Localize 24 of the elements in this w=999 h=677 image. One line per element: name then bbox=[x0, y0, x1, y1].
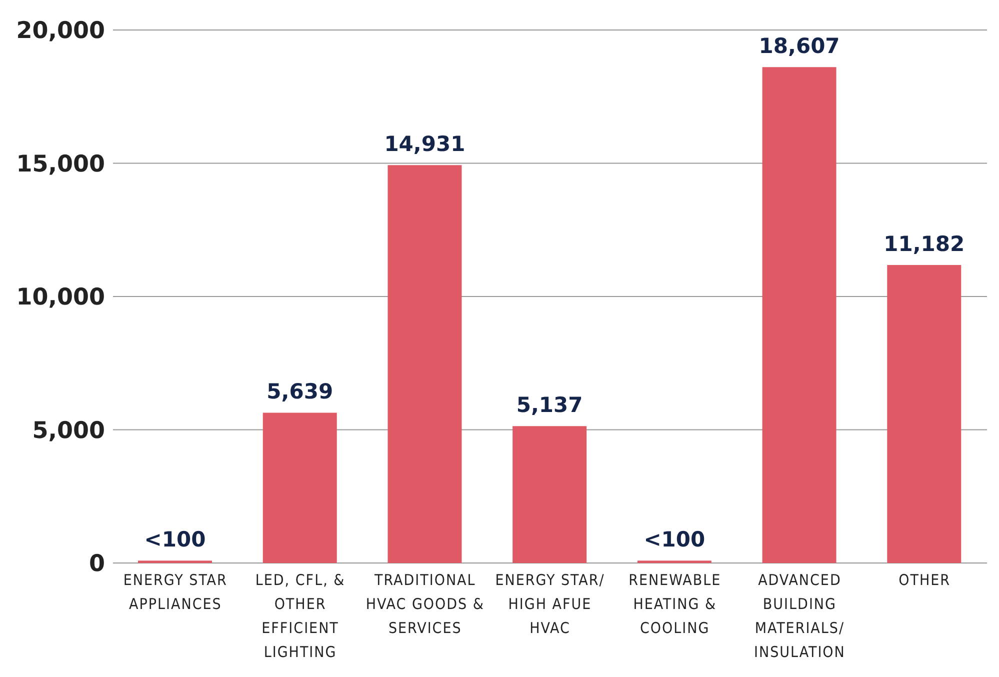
data-label: 5,639 bbox=[266, 380, 334, 404]
bar bbox=[512, 426, 587, 563]
y-tick-label: 20,000 bbox=[16, 18, 105, 44]
bar bbox=[887, 265, 962, 563]
data-label: 11,182 bbox=[884, 232, 965, 256]
y-tick-label: 10,000 bbox=[16, 284, 105, 311]
x-tick-label: ENERGY STAR APPLIANCES bbox=[123, 571, 228, 613]
data-label: 14,931 bbox=[384, 132, 466, 156]
bar bbox=[762, 67, 836, 563]
y-tick-label: 0 bbox=[88, 551, 105, 578]
data-label: <100 bbox=[644, 528, 706, 552]
x-tick-label: LED, CFL, & OTHER EFFICIENT LIGHTING bbox=[255, 571, 346, 661]
bar bbox=[388, 165, 462, 563]
x-tick-label: OTHER bbox=[898, 571, 951, 589]
bar bbox=[262, 412, 337, 563]
data-label: 5,137 bbox=[516, 393, 583, 418]
x-tick-label: ENERGY STAR/ HIGH AFUE HVAC bbox=[495, 571, 605, 637]
data-label: <100 bbox=[144, 528, 206, 552]
x-tick-label: RENEWABLE HEATING & COOLING bbox=[628, 571, 722, 637]
x-tick-label: ADVANCED BUILDING MATERIALS/ INSULATION bbox=[754, 571, 846, 661]
y-tick-label: 15,000 bbox=[16, 151, 105, 178]
x-tick-label: TRADITIONAL HVAC GOODS & SERVICES bbox=[366, 571, 484, 637]
data-label: 18,607 bbox=[758, 34, 840, 58]
y-tick-label: 5,000 bbox=[32, 418, 105, 444]
